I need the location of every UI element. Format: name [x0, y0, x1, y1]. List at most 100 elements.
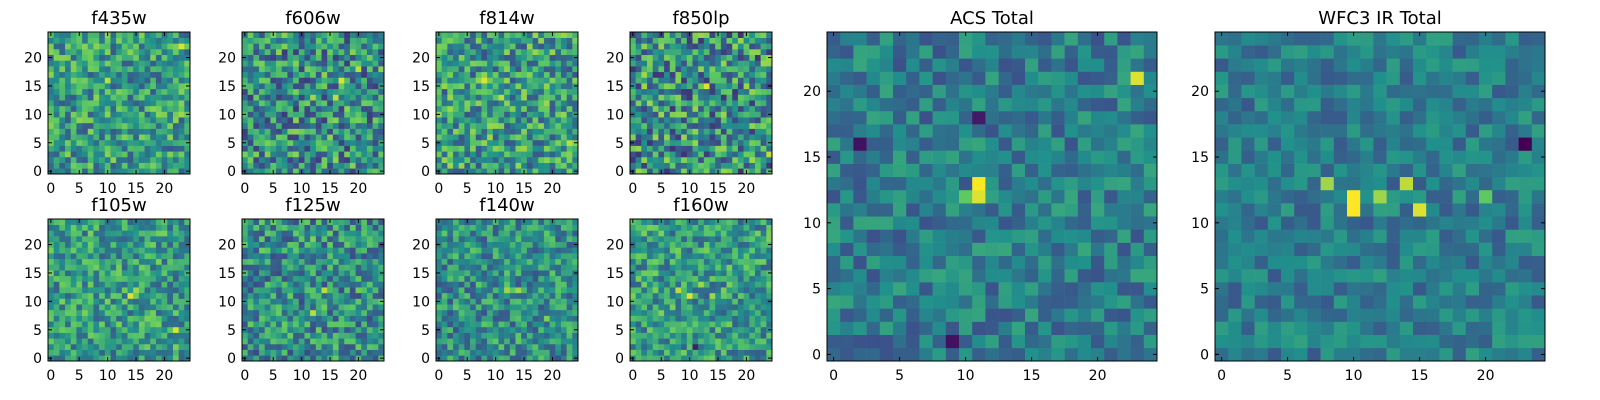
heatmap-cell	[99, 343, 106, 350]
heatmap-cell	[749, 355, 756, 362]
heatmap-cell	[93, 151, 100, 158]
heatmap-cell	[138, 332, 145, 339]
heatmap-cell	[310, 168, 317, 175]
heatmap-cell	[133, 49, 140, 56]
heatmap-cell	[681, 343, 688, 350]
heatmap-cell	[310, 162, 317, 169]
heatmap-cell	[150, 94, 157, 101]
heatmap-cell	[264, 134, 271, 141]
heatmap-cell	[441, 219, 448, 225]
heatmap-cell	[675, 49, 682, 56]
heatmap-cell	[242, 49, 248, 56]
heatmap-cell	[737, 77, 744, 84]
heatmap-cell	[281, 343, 288, 350]
heatmap-cell	[681, 292, 688, 299]
heatmap-cell	[532, 219, 539, 225]
heatmap-cell	[155, 77, 162, 84]
heatmap-cell	[521, 230, 528, 237]
heatmap-cell	[641, 270, 648, 277]
heatmap-cell	[259, 281, 266, 288]
heatmap-cell	[59, 355, 66, 362]
heatmap-cell	[293, 224, 300, 231]
heatmap-cell	[453, 326, 460, 333]
heatmap-cell	[76, 122, 83, 129]
heatmap-cell	[698, 54, 705, 61]
heatmap-cell	[161, 156, 168, 163]
heatmap-cell	[138, 236, 145, 243]
heatmap-cell	[737, 275, 744, 282]
heatmap-cell	[441, 145, 448, 152]
heatmap-cell	[59, 321, 66, 328]
heatmap-cell	[99, 43, 106, 50]
heatmap-cell	[543, 230, 550, 237]
heatmap-cell	[703, 54, 710, 61]
heatmap-cell	[93, 71, 100, 78]
heatmap-cell	[647, 100, 654, 107]
heatmap-cell	[315, 321, 322, 328]
heatmap-cell	[121, 247, 128, 254]
heatmap-cell	[327, 151, 334, 158]
heatmap-cell	[498, 332, 505, 339]
heatmap-cell	[344, 43, 351, 50]
heatmap-cell	[543, 145, 550, 152]
heatmap-cell	[498, 77, 505, 84]
heatmap-cell	[259, 60, 266, 67]
axes-frame	[47, 31, 191, 175]
heatmap-cell	[754, 139, 761, 146]
heatmap-cell	[315, 224, 322, 231]
heatmap-cell	[372, 304, 379, 311]
heatmap-cell	[754, 134, 761, 141]
heatmap-cell	[447, 253, 454, 260]
heatmap-cell	[161, 230, 168, 237]
heatmap-cell	[447, 270, 454, 277]
heatmap-cell	[538, 270, 545, 277]
heatmap-cell	[470, 71, 477, 78]
heatmap-cell	[87, 241, 94, 248]
heatmap-cell	[264, 145, 271, 152]
heatmap-cell	[720, 88, 727, 95]
heatmap-cell	[560, 264, 567, 271]
heatmap-cell	[48, 145, 54, 152]
heatmap-cell	[475, 298, 482, 305]
heatmap-cell	[532, 253, 539, 260]
heatmap-cell	[150, 66, 157, 73]
heatmap-cell	[521, 281, 528, 288]
heatmap-cell	[698, 32, 705, 38]
heatmap-cell	[327, 105, 334, 112]
heatmap-cell	[310, 83, 317, 90]
heatmap-cell	[144, 32, 151, 38]
heatmap-cell	[760, 156, 767, 163]
heatmap-cell	[349, 343, 356, 350]
heatmap-cell	[247, 88, 254, 95]
heatmap-cell	[276, 287, 283, 294]
heatmap-cell	[59, 88, 66, 95]
heatmap-cell	[647, 139, 654, 146]
heatmap-cell	[664, 60, 671, 67]
heatmap-cell	[720, 77, 727, 84]
heatmap-cell	[760, 94, 767, 101]
heatmap-cell	[242, 71, 248, 78]
heatmap-cell	[127, 258, 134, 265]
heatmap-cell	[276, 275, 283, 282]
heatmap-cell	[475, 253, 482, 260]
heatmap-cell	[48, 281, 54, 288]
heatmap-cell	[144, 270, 151, 277]
heatmap-cell	[184, 105, 191, 112]
heatmap-cell	[138, 258, 145, 265]
heatmap-cell	[355, 111, 362, 118]
heatmap-cell	[703, 117, 710, 124]
heatmap-cell	[178, 88, 185, 95]
heatmap-cell	[464, 117, 471, 124]
heatmap-cell	[116, 275, 123, 282]
heatmap-cell	[327, 343, 334, 350]
heatmap-cell	[641, 151, 648, 158]
heatmap-cell	[492, 100, 499, 107]
heatmap-cell	[53, 37, 60, 44]
heatmap-cell	[664, 332, 671, 339]
heatmap-cell	[492, 332, 499, 339]
heatmap-cell	[355, 88, 362, 95]
heatmap-cell	[549, 105, 556, 112]
heatmap-cell	[178, 349, 185, 356]
heatmap-cell	[93, 275, 100, 282]
